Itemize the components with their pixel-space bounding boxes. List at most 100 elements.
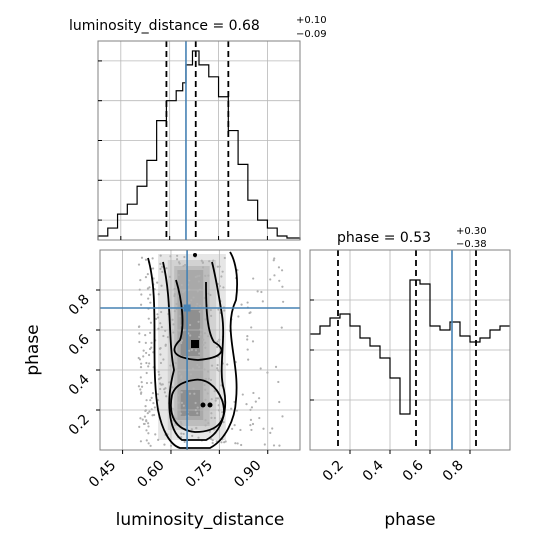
scatter-point-225 <box>240 303 243 306</box>
scatter-point-80 <box>156 281 159 284</box>
scatter-point-67 <box>183 440 186 443</box>
scatter-point-204 <box>148 362 151 365</box>
scatter-point-158 <box>145 439 148 442</box>
phase-histogram-step <box>310 279 510 415</box>
scatter-point-243 <box>216 340 219 343</box>
scatter-point-150 <box>172 323 175 326</box>
scatter-point-334 <box>198 310 201 313</box>
scatter-point-43 <box>149 444 152 447</box>
scatter-point-264 <box>201 261 204 264</box>
scatter-point-326 <box>146 422 150 425</box>
scatter-point-226 <box>197 280 201 283</box>
scatter-point-96 <box>190 428 193 431</box>
scatter-point-15 <box>214 399 217 402</box>
scatter-point-152 <box>149 301 152 304</box>
scatter-point-60 <box>175 258 179 261</box>
scatter-point-411 <box>210 398 213 401</box>
scatter-point-89 <box>160 326 163 329</box>
scatter-point-407 <box>161 270 164 273</box>
scatter-point-231 <box>196 363 199 367</box>
x-axis-label-luminosity-distance: luminosity_distance <box>116 510 285 530</box>
scatter-point-79 <box>157 438 160 441</box>
scatter-point-286 <box>159 254 162 257</box>
scatter-point-301 <box>178 330 181 333</box>
scatter-point-403 <box>137 385 141 388</box>
scatter-point-138 <box>140 362 143 365</box>
scatter-point-224 <box>149 321 153 324</box>
density-shade-4 <box>180 310 200 356</box>
scatter-point-42 <box>157 293 160 296</box>
scatter-point-282 <box>198 274 201 277</box>
scatter-point-64 <box>142 355 145 358</box>
scatter-point-176 <box>178 372 181 375</box>
contour-level-1 <box>162 261 227 441</box>
scatter-point-296 <box>150 341 153 344</box>
scatter-point-154 <box>139 388 142 391</box>
scatter-point-143 <box>173 293 176 296</box>
scatter-point-93 <box>166 336 170 339</box>
scatter-point-98 <box>247 358 250 361</box>
scatter-point-203 <box>137 325 141 329</box>
scatter-point-49 <box>168 275 172 278</box>
scatter-point-212 <box>222 286 225 289</box>
scatter-point-287 <box>199 333 202 336</box>
scatter-point-331 <box>257 397 261 400</box>
scatter-point-258 <box>159 353 162 356</box>
scatter-point-186 <box>216 397 220 400</box>
contour-peak-marker <box>191 340 199 348</box>
scatter-point-348 <box>207 274 210 277</box>
scatter-point-327 <box>154 433 157 436</box>
scatter-point-256 <box>212 259 215 262</box>
scatter-point-30 <box>138 332 141 335</box>
luminosity-distance-title: luminosity_distance = 0.68 <box>69 18 260 34</box>
scatter-point-379 <box>177 261 181 264</box>
scatter-point-237 <box>139 440 143 443</box>
scatter-point-14 <box>149 399 152 402</box>
scatter-point-145 <box>189 323 192 327</box>
scatter-point-227 <box>210 364 214 367</box>
scatter-point-268 <box>177 401 180 404</box>
scatter-point-219 <box>272 259 275 262</box>
scatter-point-16 <box>190 299 193 302</box>
scatter-point-384 <box>278 444 281 447</box>
contour-secondary-peak-b <box>207 402 213 408</box>
scatter-point-357 <box>246 335 249 338</box>
scatter-point-72 <box>209 378 213 382</box>
scatter-point-241 <box>180 435 183 439</box>
scatter-point-418 <box>159 376 163 379</box>
scatter-point-277 <box>144 334 147 337</box>
scatter-point-147 <box>145 399 148 402</box>
contour-top-point <box>193 253 197 257</box>
scatter-point-395 <box>237 315 240 318</box>
scatter-point-132 <box>250 406 254 409</box>
scatter-point-292 <box>188 301 191 304</box>
scatter-point-365 <box>204 419 207 422</box>
scatter-point-345 <box>250 326 253 329</box>
scatter-point-205 <box>216 345 219 349</box>
scatter-point-322 <box>188 392 192 395</box>
scatter-point-290 <box>146 412 149 415</box>
scatter-point-129 <box>174 362 177 365</box>
scatter-point-70 <box>171 386 174 389</box>
scatter-point-39 <box>258 416 261 420</box>
joint-contour-frame <box>99 249 301 451</box>
scatter-point-73 <box>198 335 201 338</box>
scatter-point-103 <box>191 434 194 438</box>
p2-y-tick-label-2: 0.6 <box>66 331 93 358</box>
scatter-point-206 <box>204 388 207 391</box>
scatter-point-414 <box>256 290 259 293</box>
scatter-point-124 <box>147 425 150 428</box>
scatter-point-305 <box>196 290 199 293</box>
scatter-point-94 <box>148 286 151 289</box>
p3-x-tick-label-1: 0.4 <box>360 457 387 484</box>
scatter-point-380 <box>280 269 284 272</box>
luminosity-distance-title-upper-error: +0.10 <box>296 15 327 26</box>
scatter-point-38 <box>144 341 147 344</box>
scatter-point-400 <box>262 427 265 430</box>
scatter-point-270 <box>157 378 161 381</box>
scatter-point-279 <box>221 270 224 273</box>
scatter-point-310 <box>150 346 153 349</box>
scatter-point-249 <box>223 256 226 260</box>
scatter-point-100 <box>214 397 218 400</box>
scatter-point-349 <box>159 322 162 325</box>
